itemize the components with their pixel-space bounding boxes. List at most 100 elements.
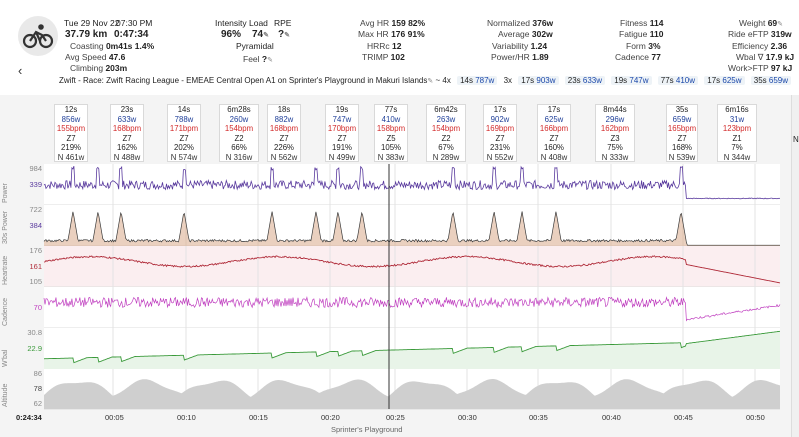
efficiency: Efficiency 2.36: [732, 41, 788, 51]
best-effort-2[interactable]: 17s 903w: [518, 76, 559, 85]
cyclist-icon: [22, 24, 54, 49]
x-tick-label: 00:50: [746, 413, 765, 422]
y-tick-label: 984: [29, 163, 42, 173]
interval-heartrate: 165bpm: [667, 124, 697, 133]
chart-panel-1: [44, 205, 780, 246]
panel-axis-label: Power: [2, 183, 9, 203]
interval-card[interactable]: 17s 902w 169bpm Z7 231% N 552w: [483, 104, 517, 162]
interval-normalized: N 333w: [601, 152, 629, 162]
y-tick-label: 22.9: [27, 343, 42, 353]
panel-axis-label: W'bal: [2, 349, 9, 367]
tilde: ~: [435, 76, 441, 85]
panel-axis-label: Heartrate: [2, 255, 9, 285]
interval-ftp-pct: 219%: [61, 143, 81, 152]
interval-zone: Z7: [495, 133, 505, 143]
edit-icon[interactable]: ✎: [427, 78, 434, 85]
interval-card[interactable]: 35s 659w 165bpm Z7 168% N 539w: [666, 104, 698, 162]
cadence-series: [43, 296, 781, 322]
interval-duration: 12s: [64, 105, 78, 114]
interval-card[interactable]: 77s 410w 158bpm Z5 105% N 383w: [374, 104, 408, 162]
interval-card[interactable]: 23s 633w 168bpm Z7 162% N 488w: [110, 104, 144, 162]
rpe-label: RPE: [274, 18, 292, 28]
interval-normalized: N 289w: [432, 152, 460, 162]
interval-card[interactable]: 6m16s 31w 123bpm Z1 7% N 344w: [717, 104, 757, 162]
back-icon[interactable]: ‹: [18, 63, 23, 78]
interval-card[interactable]: 17s 625w 166bpm Z7 160% N 408w: [537, 104, 571, 162]
interval-ftp-pct: 66%: [231, 143, 247, 152]
interval-watts: 882w: [274, 114, 294, 124]
interval-duration: 6m28s: [227, 105, 251, 114]
load-label: Load: [249, 18, 268, 28]
interval-card[interactable]: 8m44s 296w 162bpm Z3 75% N 333w: [595, 104, 635, 162]
x-tick-label: 00:30: [458, 413, 477, 422]
power-hr: Power/HR 1.89: [491, 52, 549, 62]
interval-zone: Z7: [549, 133, 559, 143]
normalized-power: Normalized 376w: [487, 18, 554, 28]
interval-zone: Z7: [179, 133, 189, 143]
interval-heartrate: 154bpm: [431, 124, 461, 133]
best-effort-7[interactable]: 35s 659w: [750, 76, 792, 85]
wbal-min: Wbal ∇ 17.9 kJ: [736, 52, 795, 62]
y-tick-label: 62: [33, 399, 42, 409]
interval-ftp-pct: 202%: [174, 143, 194, 152]
work-above-ftp: Work>FTP 97 kJ: [728, 63, 793, 73]
interval-normalized: N 499w: [328, 152, 356, 162]
interval-watts: 659w: [672, 114, 692, 124]
best-effort-6[interactable]: 17s 625w: [704, 76, 745, 85]
interval-zone: Z5: [386, 133, 396, 143]
y-tick-label: 339: [29, 179, 42, 189]
interval-normalized: N 552w: [486, 152, 514, 162]
activity-title[interactable]: Zwift - Race: Zwift Racing League - EMEA…: [59, 76, 428, 85]
interval-duration: 23s: [120, 105, 134, 114]
interval-heartrate: 155bpm: [56, 124, 86, 133]
interval-card[interactable]: 12s 856w 155bpm Z7 219% N 461w: [54, 104, 88, 162]
interval-watts: 260w: [229, 114, 249, 124]
interval-duration: 14s: [177, 105, 191, 114]
interval-card[interactable]: 6m28s 260w 154bpm Z2 66% N 316w: [219, 104, 259, 162]
wbal-fill: [44, 331, 780, 369]
interval-normalized: N 461w: [57, 152, 85, 162]
climbing: Climbing 203m: [70, 63, 128, 73]
interval-heartrate: 170bpm: [327, 124, 357, 133]
interval-zone: Z7: [677, 133, 687, 143]
interval-card[interactable]: 14s 788w 171bpm Z7 202% N 574w: [167, 104, 201, 162]
rpe-value[interactable]: ?✎: [278, 29, 290, 40]
interval-normalized: N 316w: [225, 152, 253, 162]
panel-axis-label: 30s Power: [2, 210, 9, 244]
interval-heartrate: 171bpm: [169, 124, 199, 133]
feel[interactable]: Feel ?✎: [243, 54, 273, 64]
interval-ftp-pct: 67%: [438, 143, 454, 152]
interval-duration: 6m42s: [434, 105, 458, 114]
location-label: Sprinter's Playground: [331, 425, 403, 434]
activity-title-bar: Zwift - Race: Zwift Racing League - EMEA…: [59, 76, 799, 88]
power30s-series: [43, 211, 780, 246]
interval-watts: 856w: [61, 114, 81, 124]
best-effort-5[interactable]: 77s 410w: [657, 76, 699, 85]
interval-card[interactable]: 6m42s 263w 154bpm Z2 67% N 289w: [426, 104, 466, 162]
best-effort-4[interactable]: 19s 747w: [611, 76, 652, 85]
max-hr: Max HR 176 91%: [358, 29, 425, 39]
heartrate-series: [43, 255, 781, 284]
duration: 0:47:34: [114, 29, 149, 40]
interval-normalized: N 488w: [113, 152, 141, 162]
y-tick-label: 161: [29, 261, 42, 271]
interval-card[interactable]: 19s 747w 170bpm Z7 191% N 499w: [325, 104, 359, 162]
y-tick-label: 70: [33, 302, 42, 312]
interval-zone: Z7: [122, 133, 132, 143]
avatar[interactable]: [18, 16, 58, 56]
interval-card[interactable]: 18s 882w 168bpm Z7 226% N 562w: [267, 104, 301, 162]
load-value[interactable]: 74✎: [252, 29, 269, 40]
weight[interactable]: Weight 69✎: [739, 18, 784, 28]
x-tick-label: 00:05: [105, 413, 124, 422]
right-panel-edge[interactable]: [791, 95, 799, 437]
chart-panel-3: [44, 287, 780, 328]
interval-zone: Z7: [337, 133, 347, 143]
x-tick-label: 00:40: [602, 413, 621, 422]
interval-heartrate: 158bpm: [376, 124, 406, 133]
best-effort-1[interactable]: 14s 787w: [457, 76, 498, 85]
interval-watts: 296w: [605, 114, 625, 124]
best-effort-3[interactable]: 23s 633w: [564, 76, 606, 85]
interval-zone: Z7: [66, 133, 76, 143]
interval-duration: 18s: [277, 105, 291, 114]
